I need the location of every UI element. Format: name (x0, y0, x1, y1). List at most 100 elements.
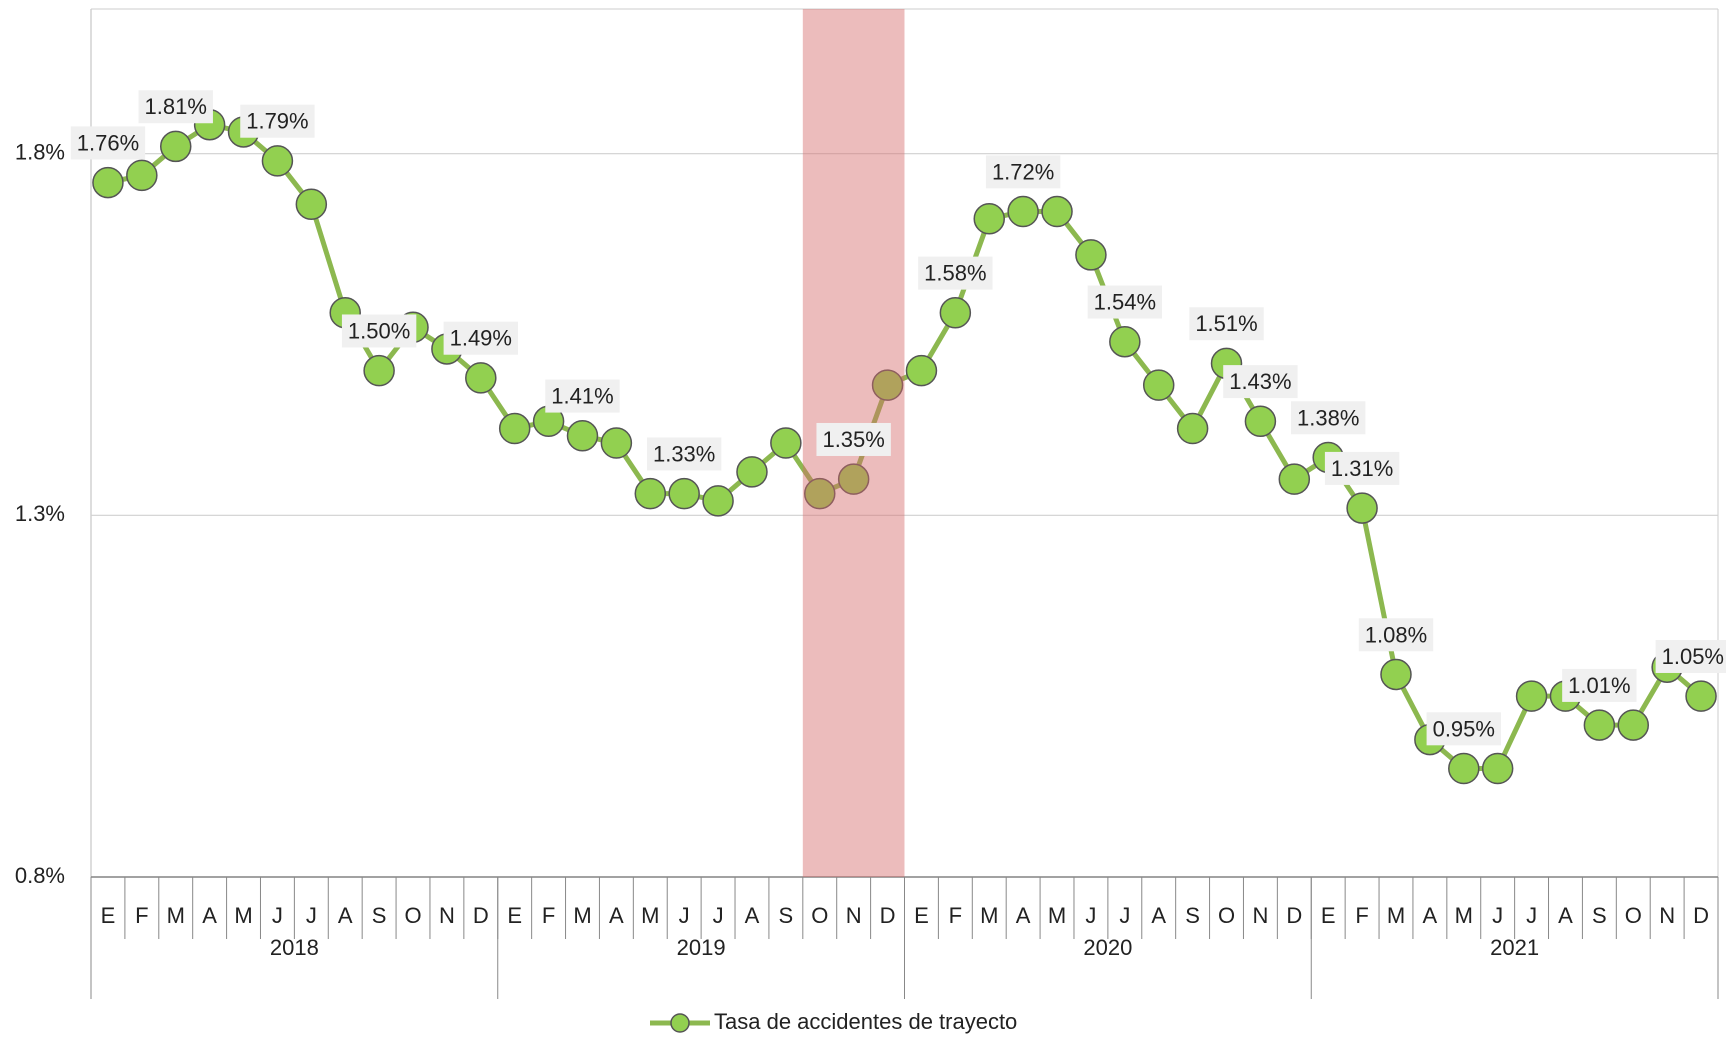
x-tick-label: M (1048, 903, 1066, 928)
data-point (770, 427, 802, 459)
x-tick-label: F (949, 903, 962, 928)
data-label-group: 1.58% (918, 256, 993, 290)
data-point (736, 456, 768, 488)
x-tick-label: M (641, 903, 659, 928)
data-label: 1.76% (77, 130, 139, 155)
data-label: 1.31% (1331, 456, 1393, 481)
data-label-group: 1.79% (240, 104, 315, 138)
data-label: 1.51% (1195, 311, 1257, 336)
x-tick-label: A (1016, 903, 1031, 928)
data-point (905, 354, 938, 387)
legend-marker (670, 1013, 690, 1033)
x-tick-label: A (1558, 903, 1573, 928)
x-tick-label: E (507, 903, 522, 928)
data-label-group: 1.38% (1291, 401, 1366, 435)
data-label-bg (240, 104, 315, 138)
data-label-group: 1.43% (1223, 365, 1298, 399)
data-point (702, 485, 734, 517)
group-label: 2020 (1083, 935, 1132, 960)
data-label-bg (341, 314, 417, 348)
x-tick-label: M (167, 903, 185, 928)
data-label-bg (1189, 307, 1264, 341)
x-tick-label: M (1455, 903, 1473, 928)
x-tick-label: D (473, 903, 489, 928)
x-tick-label: J (1526, 903, 1537, 928)
data-label-bg (138, 90, 213, 124)
data-label: 1.01% (1568, 673, 1630, 698)
data-label: 1.43% (1229, 369, 1291, 394)
data-label-bg (985, 155, 1061, 189)
data-label-group: 1.81% (138, 90, 213, 124)
data-label: 0.95% (1433, 716, 1495, 741)
data-point (1448, 752, 1480, 785)
data-label-bg (1223, 365, 1298, 399)
x-tick-label: J (1085, 903, 1096, 928)
data-label: 1.50% (348, 318, 410, 343)
x-tick-label: J (1119, 903, 1130, 928)
x-tick-label: D (880, 903, 896, 928)
data-point (1109, 325, 1141, 358)
data-point (1481, 752, 1514, 785)
x-tick-label: A (609, 903, 624, 928)
data-label-group: 1.50% (341, 314, 417, 348)
group-label: 2018 (270, 935, 319, 960)
data-label-group: 1.72% (985, 155, 1061, 189)
x-tick-label: D (1693, 903, 1709, 928)
data-point (498, 412, 531, 445)
data-label-bg (1291, 401, 1366, 435)
data-label: 1.79% (246, 109, 308, 134)
group-label: 2019 (677, 935, 726, 960)
data-label-group: 1.41% (545, 379, 620, 413)
data-label: 1.41% (551, 384, 613, 409)
data-label-group: 1.05% (1655, 639, 1726, 673)
data-point (1685, 680, 1717, 712)
data-label-bg (1655, 639, 1726, 673)
data-label: 1.08% (1365, 622, 1427, 647)
data-point (668, 477, 700, 510)
data-point (871, 369, 904, 401)
data-label-bg (545, 379, 620, 413)
x-tick-label: A (202, 903, 217, 928)
data-point (804, 477, 836, 510)
x-tick-label: O (1218, 903, 1235, 928)
series-line (107, 122, 1703, 771)
data-label-bg (443, 321, 518, 355)
data-point (295, 188, 328, 221)
x-tick-label: J (1492, 903, 1503, 928)
data-point (126, 159, 158, 192)
data-label: 1.05% (1662, 644, 1724, 669)
y-tick-label: 1.3% (15, 501, 65, 526)
data-point (1176, 412, 1209, 445)
x-tick-label: S (372, 903, 387, 928)
x-tick-label: J (679, 903, 690, 928)
x-tick-label: M (234, 903, 252, 928)
x-tick-label: E (1321, 903, 1336, 928)
data-point (837, 463, 870, 495)
x-tick-label: N (1659, 903, 1675, 928)
x-tick-label: S (1592, 903, 1607, 928)
data-label-bg (1324, 451, 1400, 485)
data-label-group: 1.35% (816, 422, 891, 456)
x-tick-label: A (1423, 903, 1438, 928)
data-point (1515, 680, 1548, 712)
x-tick-label: M (573, 903, 591, 928)
data-label-group: 1.54% (1087, 285, 1163, 319)
data-label-group: 1.76% (70, 126, 146, 160)
data-point (1617, 709, 1650, 741)
x-tick-label: J (713, 903, 724, 928)
data-point (1041, 195, 1073, 228)
data-point (92, 166, 124, 199)
data-point (1346, 492, 1378, 524)
data-point (1583, 709, 1616, 741)
data-label: 1.38% (1297, 405, 1359, 430)
data-point (634, 477, 667, 510)
data-label: 1.35% (822, 427, 884, 452)
data-label: 1.81% (145, 94, 207, 119)
data-point (1380, 658, 1412, 691)
data-label-group: 1.33% (646, 437, 722, 471)
data-label-bg (918, 256, 993, 290)
data-point (600, 427, 633, 459)
x-tick-label: M (980, 903, 998, 928)
x-tick-label: A (1151, 903, 1166, 928)
